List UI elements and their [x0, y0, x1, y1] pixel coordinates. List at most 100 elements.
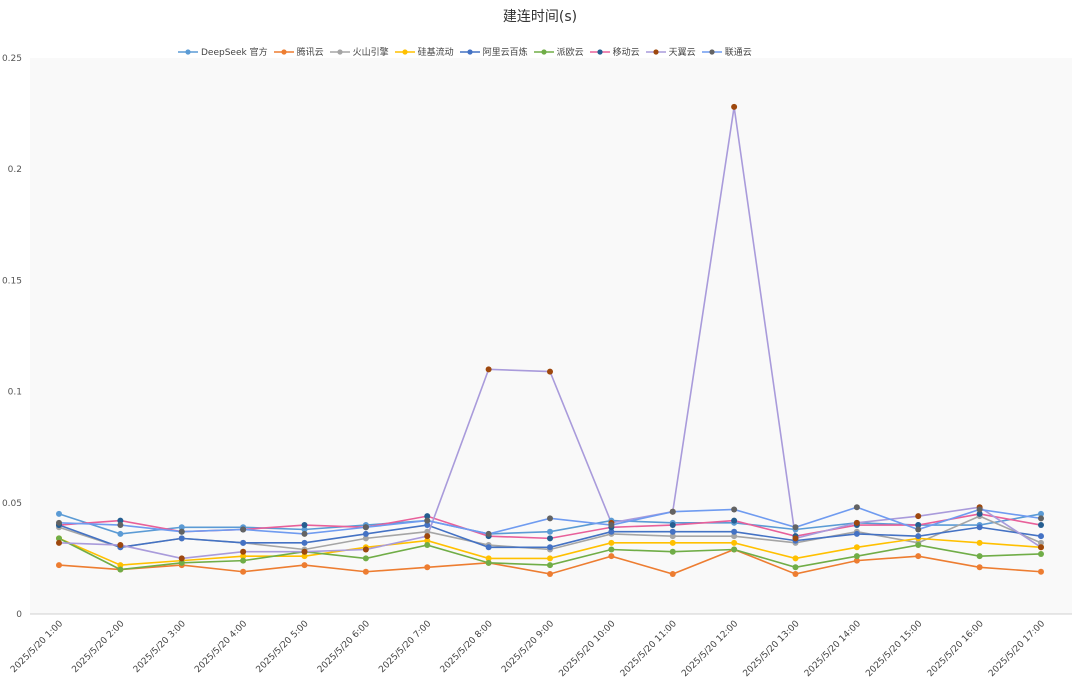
data-point-1-12 — [792, 570, 799, 577]
data-point-8-11 — [731, 506, 738, 513]
data-point-5-9 — [608, 546, 615, 553]
data-point-6-14 — [915, 522, 922, 529]
x-tick-label: 2025/5/20 13:00 — [742, 619, 802, 679]
x-tick-label: 2025/5/20 5:00 — [255, 619, 311, 675]
data-point-3-8 — [547, 555, 553, 562]
x-tick-label: 2025/5/20 3:00 — [132, 619, 188, 675]
data-point-3-11 — [731, 539, 738, 546]
data-point-3-15 — [976, 539, 983, 546]
data-point-4-5 — [362, 530, 369, 537]
data-point-5-16 — [1038, 550, 1044, 557]
data-point-6-1 — [117, 517, 124, 524]
data-point-7-7 — [485, 366, 492, 373]
data-point-5-11 — [731, 546, 738, 553]
legend-item[interactable]: DeepSeek 官方 — [178, 45, 268, 58]
legend-item[interactable]: 火山引擎 — [329, 45, 389, 58]
y-tick-label: 0.15 — [2, 276, 22, 286]
data-point-0-0 — [56, 510, 62, 517]
y-tick-label: 0.25 — [2, 54, 22, 64]
data-point-7-16 — [1038, 544, 1044, 551]
data-point-2-11 — [731, 533, 738, 540]
data-point-4-9 — [608, 528, 615, 535]
legend-marker-icon — [459, 48, 480, 55]
data-point-0-1 — [117, 530, 124, 537]
data-point-4-8 — [547, 544, 553, 551]
data-point-3-7 — [485, 555, 492, 562]
x-tick-label: 2025/5/20 4:00 — [193, 619, 249, 675]
data-point-5-13 — [853, 553, 860, 560]
legend-item[interactable]: 天翼云 — [645, 45, 696, 58]
data-point-1-14 — [915, 553, 922, 560]
legend-marker-icon — [701, 48, 722, 55]
data-point-4-10 — [669, 528, 676, 535]
data-point-7-8 — [547, 368, 553, 375]
data-point-6-8 — [547, 535, 553, 542]
data-point-7-13 — [853, 519, 860, 526]
data-point-5-5 — [362, 555, 369, 562]
x-tick-label: 2025/5/20 7:00 — [377, 619, 433, 675]
legend-marker-icon — [178, 48, 198, 55]
data-point-5-12 — [792, 564, 799, 571]
data-point-5-8 — [547, 562, 553, 569]
data-point-4-16 — [1038, 533, 1044, 540]
data-point-6-11 — [731, 517, 738, 524]
x-tick-label: 2025/5/20 8:00 — [439, 619, 495, 675]
data-point-7-11 — [731, 103, 738, 110]
data-point-8-16 — [1038, 515, 1044, 522]
data-point-8-12 — [792, 524, 799, 531]
legend-item[interactable]: 阿里云百炼 — [459, 45, 528, 58]
legend-label: 移动云 — [612, 48, 640, 58]
data-point-8-7 — [485, 530, 492, 537]
data-point-7-2 — [178, 555, 185, 562]
data-point-1-0 — [56, 562, 62, 569]
data-point-0-16 — [1038, 510, 1044, 517]
legend-marker-icon — [589, 48, 610, 55]
data-point-8-8 — [547, 515, 553, 522]
data-point-8-5 — [362, 524, 369, 531]
data-point-5-10 — [669, 548, 676, 555]
legend-label: 天翼云 — [668, 48, 696, 58]
data-point-1-5 — [362, 568, 369, 575]
data-point-8-10 — [669, 508, 676, 515]
data-point-3-4 — [301, 553, 308, 560]
data-point-5-14 — [915, 542, 922, 549]
data-point-3-13 — [853, 544, 860, 551]
data-point-4-4 — [301, 539, 308, 546]
data-point-7-14 — [915, 513, 922, 520]
data-point-8-13 — [853, 504, 860, 511]
data-point-1-16 — [1038, 568, 1044, 575]
data-point-1-10 — [669, 570, 676, 577]
data-point-3-10 — [669, 539, 676, 546]
plot-area — [30, 58, 1072, 614]
data-point-3-6 — [424, 537, 431, 544]
data-point-3-3 — [240, 553, 247, 560]
data-point-8-1 — [117, 522, 124, 529]
data-point-5-0 — [56, 535, 62, 542]
legend-label: 派欧云 — [556, 48, 584, 58]
data-point-8-15 — [976, 506, 983, 513]
x-tick-label: 2025/5/20 17:00 — [987, 619, 1047, 679]
data-point-4-13 — [853, 530, 860, 537]
legend-item[interactable]: 移动云 — [589, 45, 640, 58]
data-point-8-14 — [915, 526, 922, 533]
legend-label: 联通云 — [724, 48, 752, 58]
legend-item[interactable]: 派欧云 — [533, 45, 584, 58]
data-point-4-15 — [976, 524, 983, 531]
data-point-8-3 — [240, 526, 247, 533]
legend-item[interactable]: 联通云 — [701, 45, 752, 58]
data-point-8-6 — [424, 517, 431, 524]
x-tick-label: 2025/5/20 6:00 — [316, 619, 372, 675]
data-point-5-6 — [424, 542, 431, 549]
legend-item[interactable]: 硅基流动 — [394, 45, 454, 58]
legend-item[interactable]: 腾讯云 — [273, 45, 324, 58]
legend-label: 火山引擎 — [352, 48, 389, 58]
y-tick-label: 0.1 — [8, 388, 22, 398]
y-tick-label: 0.2 — [8, 165, 22, 175]
data-point-7-5 — [362, 546, 369, 553]
data-point-4-14 — [915, 533, 922, 540]
data-point-2-6 — [424, 528, 431, 535]
data-point-6-16 — [1038, 522, 1044, 529]
chart-title: 建连时间(s) — [502, 9, 578, 25]
data-point-1-15 — [976, 564, 983, 571]
